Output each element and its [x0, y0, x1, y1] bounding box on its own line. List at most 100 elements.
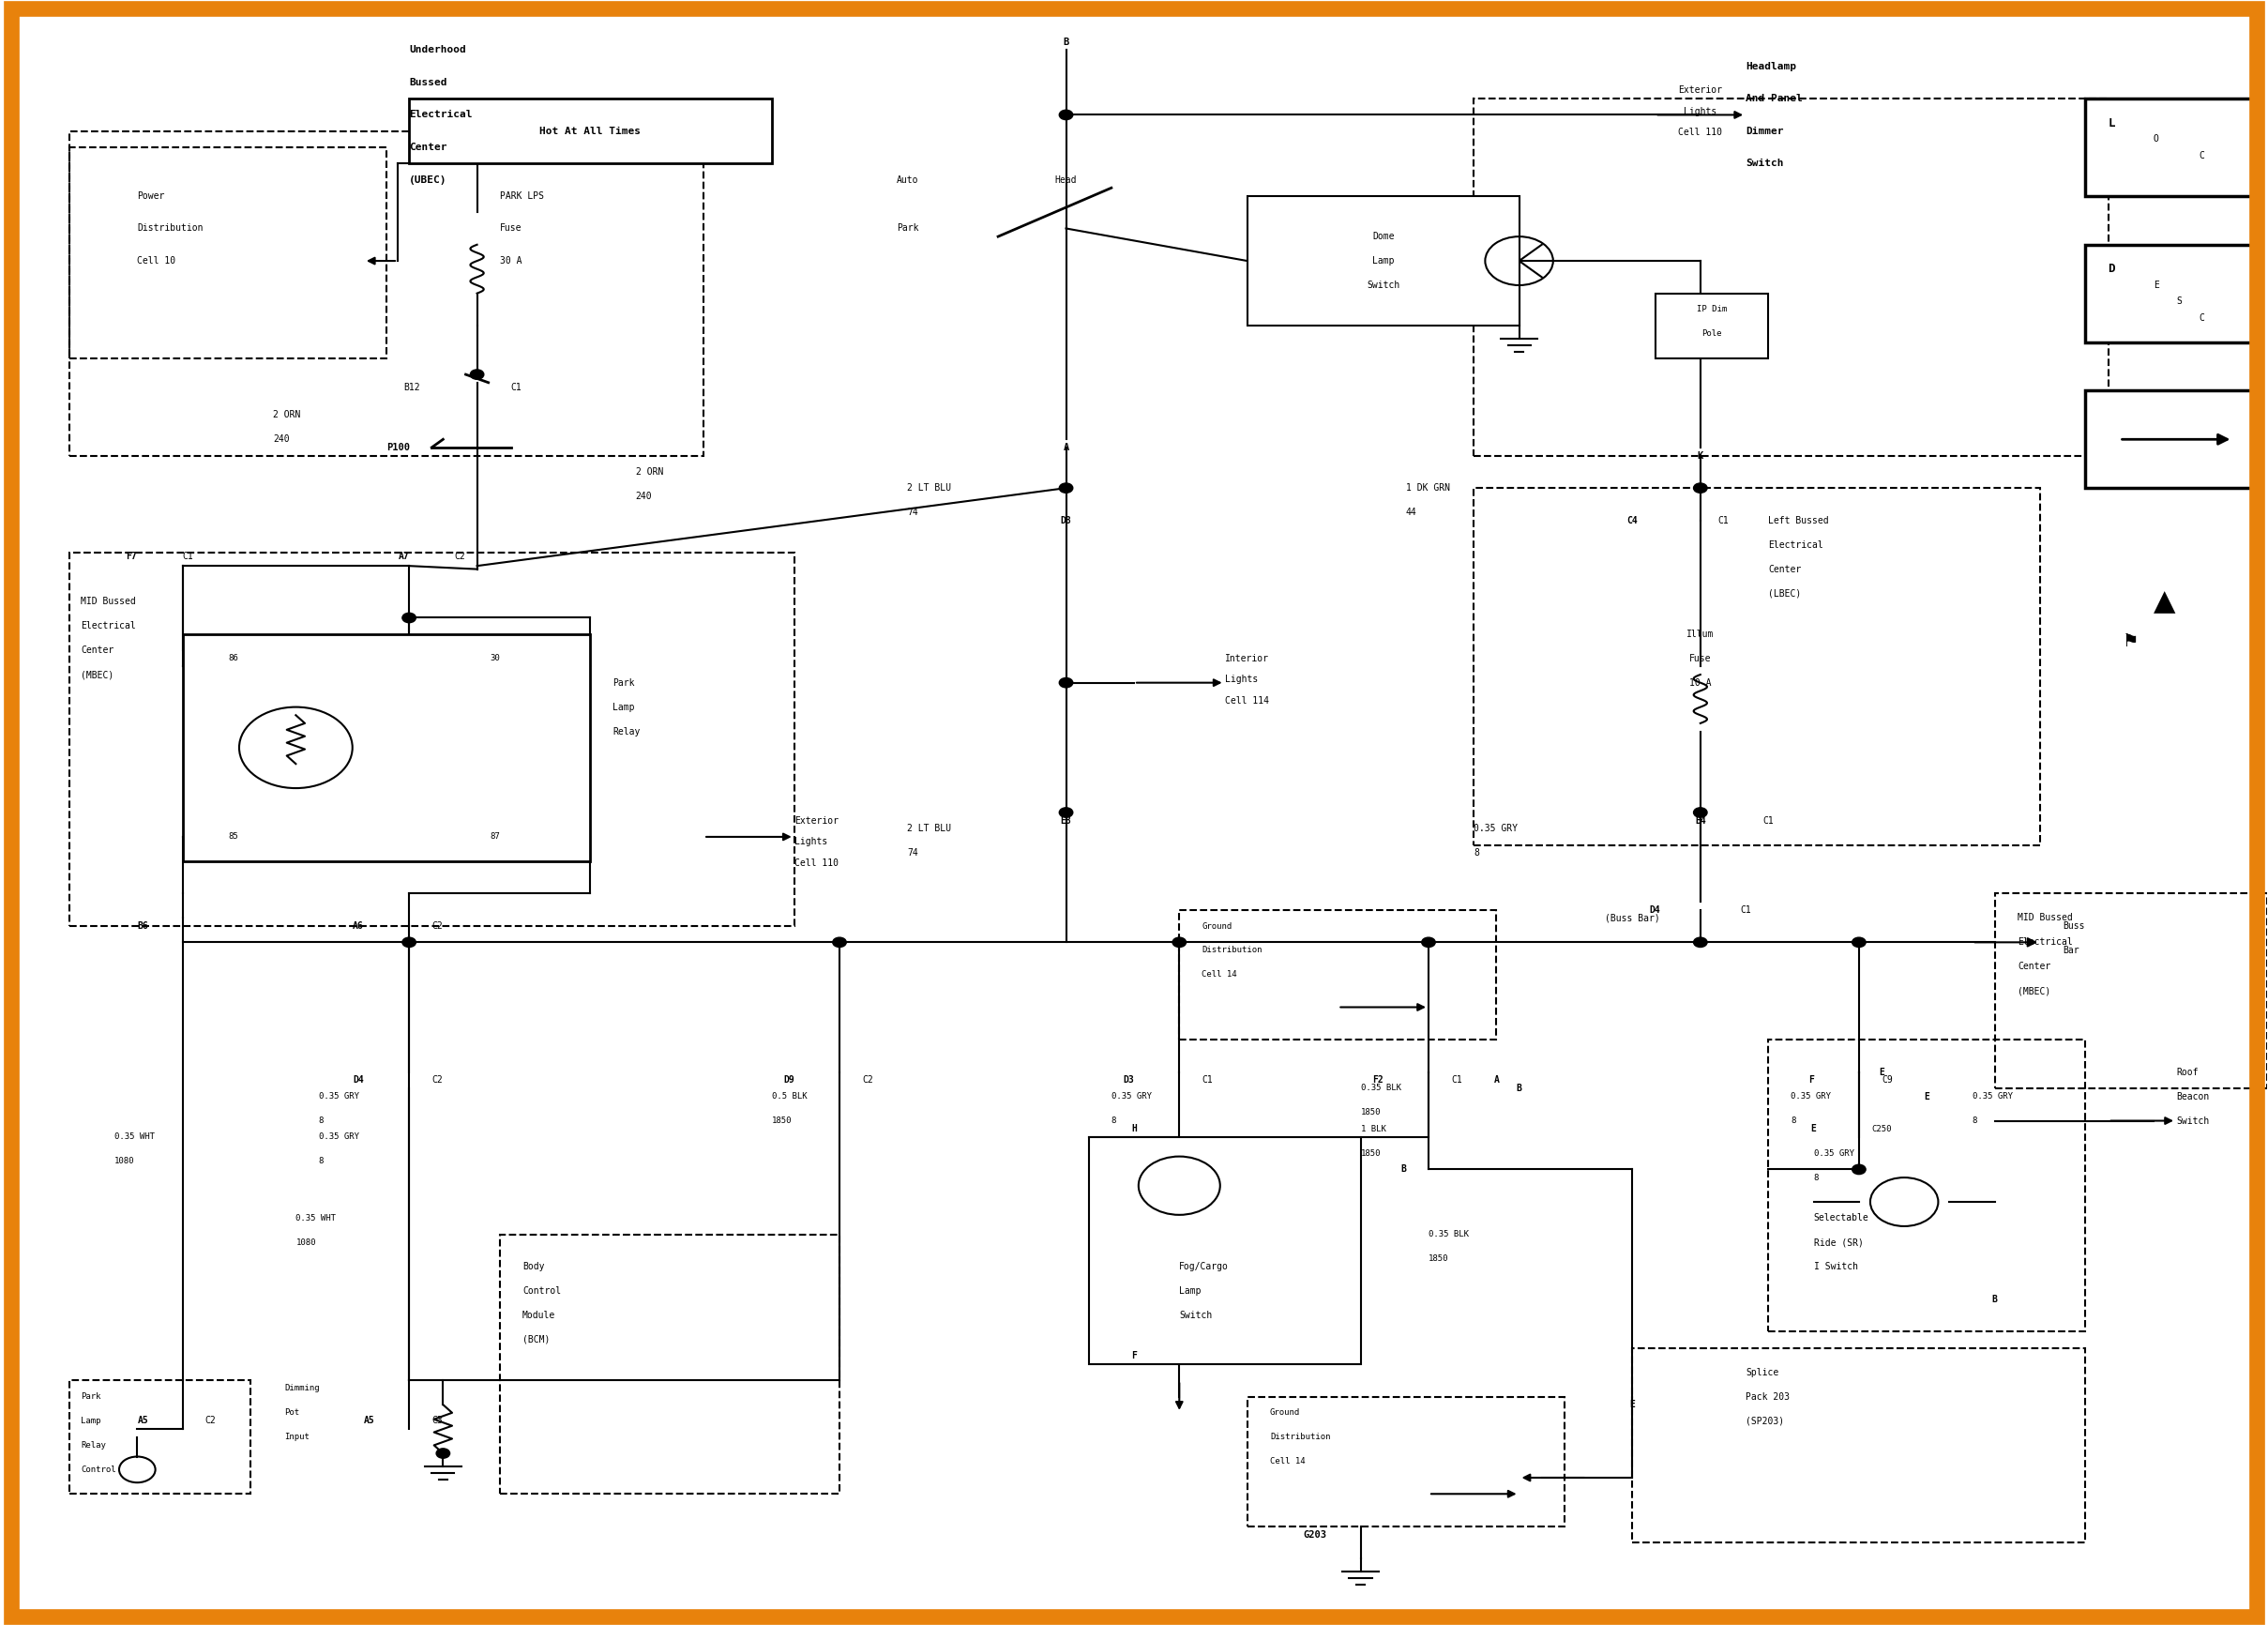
Text: Switch: Switch [1368, 281, 1399, 289]
Text: MID Bussed: MID Bussed [82, 596, 136, 606]
Bar [408, 99, 771, 164]
Text: (MBEC): (MBEC) [2019, 986, 2050, 996]
Text: 1080: 1080 [295, 1238, 315, 1246]
Text: 8: 8 [1474, 848, 1479, 858]
Bar [2087, 245, 2254, 341]
Circle shape [1173, 938, 1186, 947]
Text: Splice: Splice [1746, 1368, 1778, 1376]
Text: S: S [2175, 297, 2182, 306]
Bar [2087, 99, 2254, 197]
Text: Pot: Pot [284, 1409, 299, 1417]
Text: I Switch: I Switch [1814, 1263, 1857, 1271]
Text: 0.35 GRY: 0.35 GRY [318, 1133, 358, 1141]
Text: B: B [1991, 1295, 1998, 1303]
Text: Electrical: Electrical [408, 110, 472, 120]
Text: C2: C2 [431, 921, 442, 931]
Text: Park: Park [82, 1393, 100, 1401]
Text: Switch: Switch [1746, 159, 1783, 169]
Text: 10 A: 10 A [1690, 678, 1712, 687]
Text: 0.35 GRY: 0.35 GRY [1792, 1092, 1830, 1100]
Text: Switch: Switch [1179, 1311, 1213, 1320]
Text: C1: C1 [1452, 1076, 1463, 1086]
Text: C9: C9 [1882, 1076, 1892, 1086]
Text: Dimming: Dimming [284, 1384, 320, 1393]
Text: C1: C1 [1717, 515, 1728, 525]
Text: Beacon: Beacon [2175, 1092, 2209, 1102]
Circle shape [1422, 938, 1436, 947]
Text: Lamp: Lamp [612, 702, 635, 712]
Circle shape [1694, 808, 1708, 817]
Text: C1: C1 [1762, 816, 1774, 826]
Text: 0.5 BLK: 0.5 BLK [771, 1092, 807, 1100]
Text: Distribution: Distribution [1270, 1433, 1331, 1441]
Text: Dimmer: Dimmer [1746, 127, 1783, 136]
Text: Module: Module [522, 1311, 556, 1320]
Text: Underhood: Underhood [408, 46, 465, 55]
Text: Distribution: Distribution [138, 224, 204, 232]
Text: 2 ORN: 2 ORN [272, 411, 302, 419]
Text: (Buss Bar): (Buss Bar) [1606, 913, 1660, 923]
Bar [2087, 390, 2254, 488]
Text: 8: 8 [1792, 1116, 1796, 1124]
Text: Electrical: Electrical [2019, 938, 2073, 947]
Text: C2: C2 [454, 551, 465, 561]
Text: A7: A7 [399, 551, 408, 561]
Circle shape [1059, 808, 1073, 817]
Bar [1656, 294, 1769, 357]
Circle shape [1694, 938, 1708, 947]
Text: Left Bussed: Left Bussed [1769, 515, 1828, 525]
Circle shape [1059, 678, 1073, 687]
Text: K: K [1696, 450, 1703, 460]
Text: Pole: Pole [1701, 330, 1721, 338]
Text: C: C [2198, 314, 2204, 322]
Text: F7: F7 [127, 551, 138, 561]
Text: Input: Input [284, 1433, 311, 1441]
Text: P100: P100 [386, 442, 411, 452]
Text: PARK LPS: PARK LPS [499, 192, 544, 200]
Text: 74: 74 [907, 848, 919, 858]
Text: L: L [2109, 117, 2116, 128]
Text: (SP203): (SP203) [1746, 1417, 1785, 1425]
Bar [1089, 1137, 1361, 1363]
Circle shape [401, 938, 415, 947]
Text: 30: 30 [490, 655, 499, 663]
Text: C1: C1 [181, 551, 193, 561]
Bar [70, 132, 703, 455]
Text: E: E [1810, 1124, 1817, 1134]
Text: (UBEC): (UBEC) [408, 176, 447, 185]
Text: 8: 8 [1814, 1173, 1819, 1181]
Text: C1: C1 [1202, 1076, 1213, 1086]
Text: 44: 44 [1406, 507, 1418, 517]
Text: Power: Power [138, 192, 166, 200]
Text: Body: Body [522, 1263, 544, 1271]
Text: (MBEC): (MBEC) [82, 669, 113, 679]
Circle shape [435, 1448, 449, 1458]
Text: Lights: Lights [1683, 107, 1717, 117]
Text: Lights: Lights [1225, 674, 1259, 684]
Text: C250: C250 [1871, 1124, 1892, 1133]
Text: D3: D3 [1123, 1076, 1134, 1086]
Bar [70, 148, 386, 357]
Text: 0.35 GRY: 0.35 GRY [1111, 1092, 1152, 1100]
Text: C1: C1 [510, 383, 522, 392]
Text: 1850: 1850 [1361, 1108, 1381, 1116]
Text: O: O [2152, 135, 2159, 145]
Bar [70, 552, 794, 926]
Text: B: B [1064, 37, 1068, 47]
Text: Center: Center [82, 645, 113, 655]
Text: A5: A5 [138, 1417, 147, 1425]
Text: C1: C1 [1740, 905, 1751, 915]
Text: Hot At All Times: Hot At All Times [540, 127, 642, 136]
Text: Ground: Ground [1270, 1409, 1300, 1417]
Text: A: A [1064, 442, 1068, 452]
Text: Distribution: Distribution [1202, 946, 1263, 954]
Text: 8: 8 [318, 1116, 324, 1124]
Text: Cell 14: Cell 14 [1270, 1458, 1304, 1466]
Text: E: E [2152, 281, 2159, 289]
Text: C2: C2 [431, 1076, 442, 1086]
Text: IP Dim: IP Dim [1696, 306, 1726, 314]
Text: And Panel: And Panel [1746, 94, 1803, 104]
Text: Bussed: Bussed [408, 78, 447, 88]
Text: D4: D4 [1649, 905, 1660, 915]
Text: 0.35 GRY: 0.35 GRY [1474, 824, 1517, 834]
